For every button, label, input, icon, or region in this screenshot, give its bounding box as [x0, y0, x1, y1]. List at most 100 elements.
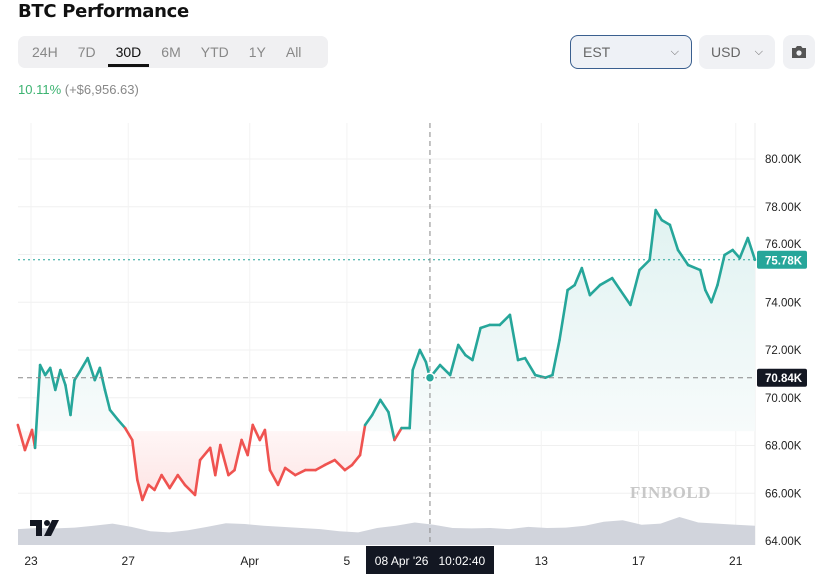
- price-line-segment: [698, 268, 707, 292]
- currency-value: USD: [711, 44, 741, 60]
- chevron-down-icon: ⌵: [754, 45, 763, 58]
- price-line-segment: [471, 326, 482, 362]
- screenshot-button[interactable]: [783, 35, 815, 69]
- price-line-segment: [208, 446, 217, 477]
- price-line-segment: [23, 428, 34, 452]
- timezone-select[interactable]: EST ⌵: [570, 35, 692, 69]
- price-line-segment: [350, 453, 362, 467]
- price-line-segment: [363, 413, 374, 427]
- range-1y[interactable]: 1Y: [248, 44, 266, 60]
- price-line-segment: [136, 478, 144, 502]
- price-line-segment: [551, 338, 561, 377]
- price-line-segment: [283, 466, 297, 477]
- price-line-segment: [566, 283, 577, 292]
- price-line-segment: [393, 426, 403, 442]
- price-line-segment: [704, 288, 713, 304]
- price-line-segment: [746, 236, 757, 262]
- x-tick-label: 17: [632, 554, 646, 568]
- price-line-segment: [654, 208, 664, 222]
- price-line-segment: [448, 343, 460, 377]
- price-line-segment: [333, 458, 347, 472]
- price-line-segment: [314, 463, 326, 472]
- price-line-segment: [379, 398, 390, 414]
- price-line-segment: [48, 366, 57, 392]
- performance-change: (+$6,956.63): [64, 82, 139, 97]
- price-line-segment: [246, 423, 255, 457]
- price-line-segment: [227, 468, 236, 477]
- price-line-segment: [193, 458, 202, 497]
- price-area-up: [17, 210, 755, 432]
- price-line-segment: [268, 468, 280, 487]
- x-tick-label: 5: [344, 554, 351, 568]
- price-line-segment: [263, 428, 272, 472]
- price-line-segment: [660, 218, 672, 227]
- currency-select[interactable]: USD ⌵: [699, 35, 775, 69]
- y-tick-label: 80.00K: [765, 154, 802, 166]
- price-line-segment: [610, 276, 622, 292]
- price-line-segment: [523, 356, 537, 377]
- price-line-segment: [153, 473, 163, 492]
- price-line-segment: [573, 266, 584, 287]
- price-line-segment: [219, 443, 230, 477]
- price-line-segment: [276, 466, 287, 487]
- price-line-segment: [358, 423, 367, 457]
- price-line-segment: [638, 258, 651, 272]
- price-line-segment: [64, 383, 72, 417]
- price-line-segment: [464, 353, 474, 362]
- price-line-segment: [387, 410, 396, 442]
- price-line-segment: [98, 366, 107, 392]
- price-line-segment: [418, 348, 428, 364]
- price-line-segment: [123, 426, 134, 442]
- price-line-segment: [710, 283, 719, 304]
- price-line-segment: [723, 248, 734, 257]
- crosshair-point: [424, 372, 436, 383]
- camera-icon: [792, 46, 806, 58]
- page-title: BTC Performance: [18, 1, 189, 22]
- x-tick-label: Apr: [240, 554, 259, 568]
- last-price-label: 75.78K: [765, 255, 803, 267]
- price-line-segment: [629, 268, 641, 307]
- price-line-segment: [213, 443, 222, 477]
- price-line-segment: [588, 283, 602, 297]
- price-area-down: [17, 431, 755, 500]
- price-line-segment: [240, 438, 249, 457]
- range-all[interactable]: All: [285, 44, 302, 60]
- price-line-segment: [16, 423, 27, 452]
- price-line-segment: [370, 398, 382, 417]
- tradingview-logo: [30, 520, 59, 536]
- range-24h[interactable]: 24H: [32, 44, 58, 60]
- price-line-segment: [598, 276, 614, 287]
- price-line-segment: [59, 368, 67, 387]
- range-6m[interactable]: 6M: [161, 44, 181, 60]
- range-7d[interactable]: 7D: [77, 44, 96, 60]
- price-line-segment: [53, 368, 62, 392]
- price-line-segment: [160, 473, 172, 490]
- last-price-badge: [757, 250, 807, 269]
- y-tick-label: 78.00K: [765, 202, 802, 214]
- x-tick-label: 27: [122, 554, 136, 568]
- y-tick-label: 66.00K: [765, 488, 802, 500]
- range-30d[interactable]: 30D: [106, 36, 152, 68]
- price-line-segment: [141, 483, 150, 502]
- crosshair-date-label: 08 Apr '26 10:02:40: [375, 554, 486, 568]
- price-line-segment: [686, 263, 702, 272]
- price-line-segment: [676, 248, 690, 267]
- timezone-value: EST: [583, 44, 611, 60]
- price-line-segment: [731, 248, 742, 260]
- x-tick-label: 23: [24, 554, 38, 568]
- price-line-segment: [73, 370, 81, 382]
- price-line-segment: [479, 323, 491, 330]
- y-tick-label: 74.00K: [765, 297, 802, 309]
- range-ytd[interactable]: YTD: [200, 44, 229, 60]
- range-selector: 24H 7D 30D 6M YTD 1Y All: [18, 36, 328, 68]
- price-line-segment: [668, 223, 680, 252]
- y-tick-label: 76.00K: [765, 239, 802, 251]
- price-line-segment: [618, 288, 632, 307]
- price-line-segment: [103, 388, 112, 412]
- price-line-segment: [130, 438, 139, 482]
- performance-summary: 10.11% (+$6,956.63): [18, 82, 139, 97]
- price-line-segment: [456, 343, 467, 357]
- price-line-segment: [323, 458, 337, 467]
- price-line-segment: [86, 356, 97, 382]
